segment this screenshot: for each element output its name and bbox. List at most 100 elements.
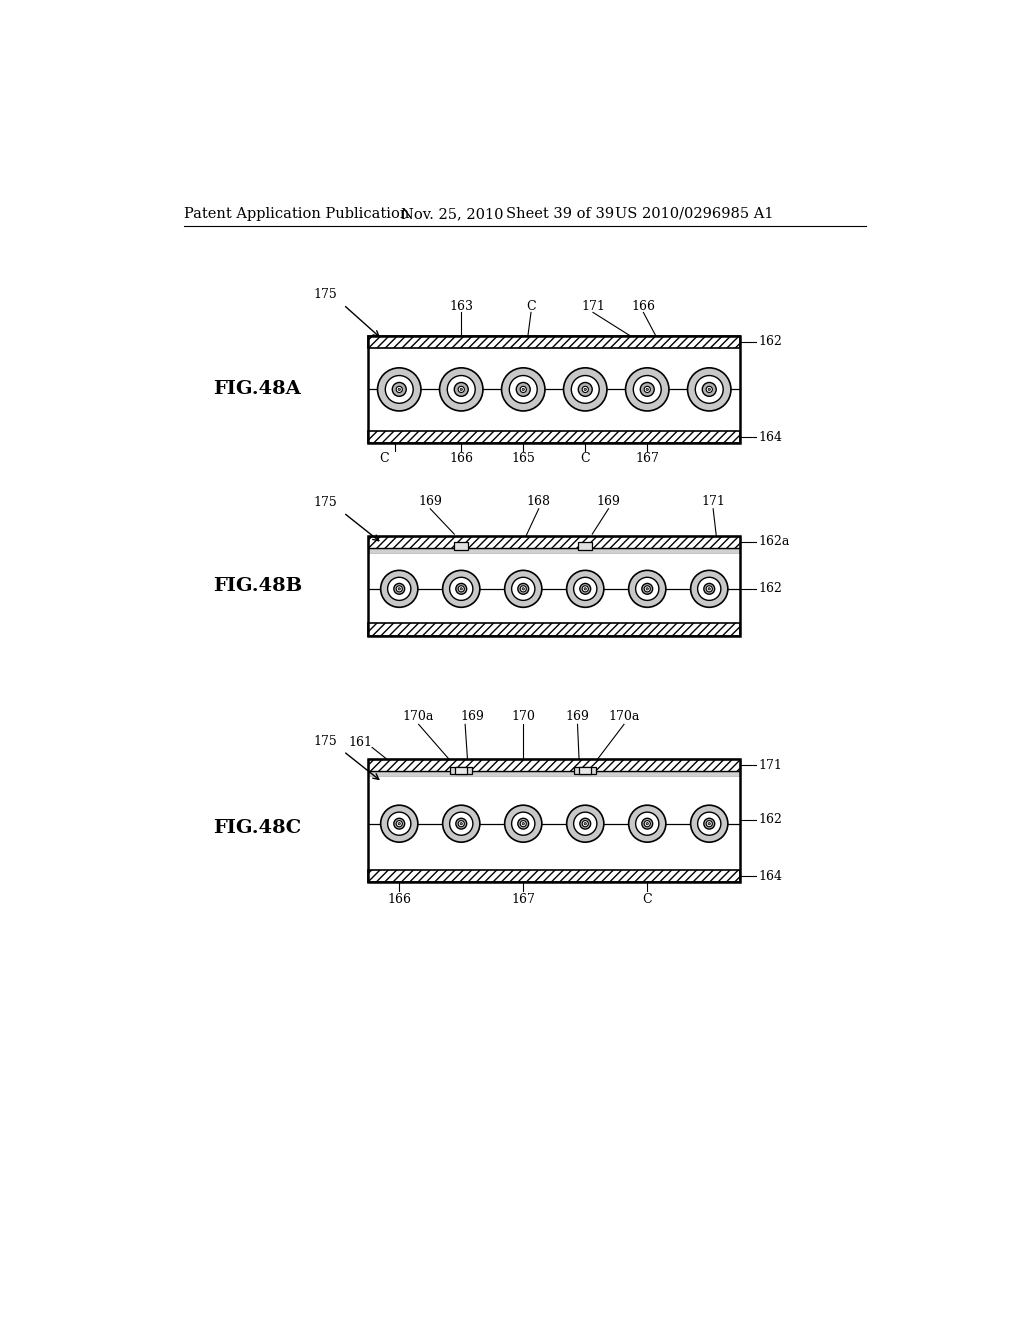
Text: 170a: 170a bbox=[402, 710, 434, 723]
Circle shape bbox=[398, 822, 400, 825]
Circle shape bbox=[520, 586, 526, 591]
Circle shape bbox=[378, 368, 421, 411]
Text: 168: 168 bbox=[526, 495, 551, 508]
Circle shape bbox=[396, 821, 402, 826]
Text: Sheet 39 of 39: Sheet 39 of 39 bbox=[506, 207, 614, 220]
Circle shape bbox=[396, 586, 402, 591]
Circle shape bbox=[640, 383, 654, 396]
Circle shape bbox=[512, 577, 535, 601]
Circle shape bbox=[505, 570, 542, 607]
Bar bbox=[455, 767, 467, 775]
Text: 162: 162 bbox=[758, 582, 782, 595]
Circle shape bbox=[505, 805, 542, 842]
Circle shape bbox=[708, 388, 711, 391]
Circle shape bbox=[707, 387, 713, 392]
Circle shape bbox=[394, 818, 404, 829]
Text: 175: 175 bbox=[313, 496, 337, 510]
Circle shape bbox=[646, 587, 648, 590]
Text: 171: 171 bbox=[581, 300, 605, 313]
Circle shape bbox=[458, 821, 464, 826]
Text: 170: 170 bbox=[511, 710, 536, 723]
Circle shape bbox=[708, 822, 711, 825]
Circle shape bbox=[381, 570, 418, 607]
Text: 165: 165 bbox=[511, 453, 536, 465]
Text: FIG.48A: FIG.48A bbox=[213, 380, 301, 399]
Circle shape bbox=[381, 805, 418, 842]
Text: 167: 167 bbox=[511, 892, 536, 906]
Circle shape bbox=[579, 383, 592, 396]
Circle shape bbox=[636, 577, 658, 601]
Circle shape bbox=[516, 383, 530, 396]
Circle shape bbox=[439, 368, 483, 411]
Text: US 2010/0296985 A1: US 2010/0296985 A1 bbox=[614, 207, 773, 220]
Text: Nov. 25, 2010: Nov. 25, 2010 bbox=[400, 207, 504, 220]
Circle shape bbox=[450, 812, 473, 836]
Text: 161: 161 bbox=[348, 735, 373, 748]
Text: C: C bbox=[581, 453, 590, 465]
Text: C: C bbox=[642, 892, 652, 906]
Text: Patent Application Publication: Patent Application Publication bbox=[183, 207, 410, 220]
Circle shape bbox=[690, 805, 728, 842]
Circle shape bbox=[518, 818, 528, 829]
Circle shape bbox=[707, 821, 713, 826]
Text: 166: 166 bbox=[387, 892, 412, 906]
Text: 169: 169 bbox=[461, 710, 484, 723]
Circle shape bbox=[633, 376, 662, 404]
Circle shape bbox=[584, 822, 587, 825]
Circle shape bbox=[697, 812, 721, 836]
Circle shape bbox=[398, 388, 400, 391]
Text: 169: 169 bbox=[419, 495, 442, 508]
Text: 166: 166 bbox=[450, 453, 473, 465]
Circle shape bbox=[708, 587, 711, 590]
Text: 171: 171 bbox=[701, 495, 725, 508]
Bar bbox=[369, 759, 740, 771]
Circle shape bbox=[703, 583, 715, 594]
Circle shape bbox=[458, 586, 464, 591]
Circle shape bbox=[629, 805, 666, 842]
Circle shape bbox=[502, 368, 545, 411]
Bar bbox=[369, 777, 740, 870]
Circle shape bbox=[707, 586, 713, 591]
Text: 169: 169 bbox=[565, 710, 590, 723]
Circle shape bbox=[385, 376, 414, 404]
Circle shape bbox=[642, 818, 652, 829]
Circle shape bbox=[447, 376, 475, 404]
Circle shape bbox=[573, 577, 597, 601]
Bar bbox=[369, 536, 740, 548]
Circle shape bbox=[697, 577, 721, 601]
Text: C: C bbox=[526, 300, 536, 313]
Text: 171: 171 bbox=[758, 759, 782, 772]
Text: 167: 167 bbox=[635, 453, 659, 465]
Bar bbox=[369, 348, 740, 430]
Circle shape bbox=[702, 383, 716, 396]
Circle shape bbox=[703, 818, 715, 829]
Bar bbox=[369, 623, 740, 636]
Text: 162: 162 bbox=[758, 813, 782, 826]
Circle shape bbox=[456, 818, 467, 829]
Circle shape bbox=[644, 821, 650, 826]
Circle shape bbox=[394, 583, 404, 594]
Circle shape bbox=[566, 805, 604, 842]
Circle shape bbox=[690, 570, 728, 607]
Circle shape bbox=[520, 387, 526, 392]
Circle shape bbox=[644, 387, 650, 392]
Circle shape bbox=[518, 583, 528, 594]
Circle shape bbox=[584, 587, 587, 590]
Circle shape bbox=[509, 376, 538, 404]
Circle shape bbox=[398, 587, 400, 590]
Text: 164: 164 bbox=[758, 430, 782, 444]
Circle shape bbox=[580, 583, 591, 594]
Bar bbox=[455, 543, 468, 549]
Circle shape bbox=[646, 388, 648, 391]
Circle shape bbox=[687, 368, 731, 411]
Circle shape bbox=[396, 387, 402, 392]
Circle shape bbox=[629, 570, 666, 607]
Circle shape bbox=[580, 818, 591, 829]
Bar bbox=[369, 771, 740, 777]
Circle shape bbox=[626, 368, 669, 411]
Text: 166: 166 bbox=[632, 300, 655, 313]
Circle shape bbox=[392, 383, 407, 396]
Text: 175: 175 bbox=[313, 288, 337, 301]
Circle shape bbox=[573, 812, 597, 836]
Circle shape bbox=[450, 577, 473, 601]
